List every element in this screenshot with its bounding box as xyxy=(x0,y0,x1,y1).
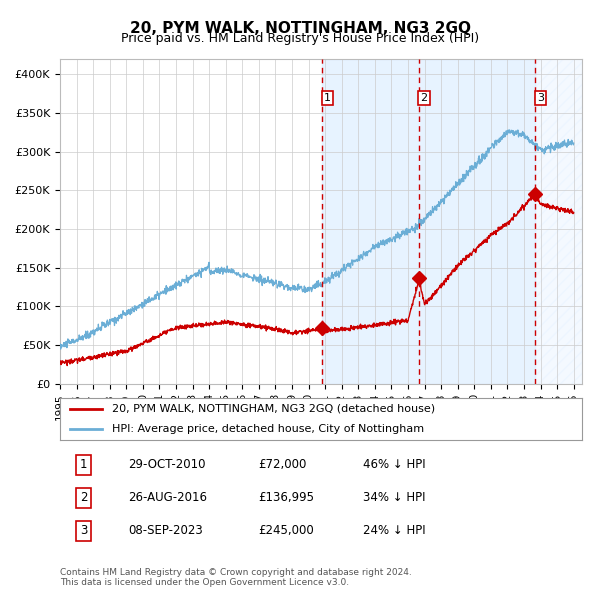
Text: 2: 2 xyxy=(80,491,87,504)
Text: 24% ↓ HPI: 24% ↓ HPI xyxy=(363,525,425,537)
Text: 46% ↓ HPI: 46% ↓ HPI xyxy=(363,458,425,471)
Bar xyxy=(322,59,535,384)
Text: 2: 2 xyxy=(421,93,428,103)
Text: £245,000: £245,000 xyxy=(259,525,314,537)
Text: 3: 3 xyxy=(80,525,87,537)
Text: 34% ↓ HPI: 34% ↓ HPI xyxy=(363,491,425,504)
Text: Price paid vs. HM Land Registry's House Price Index (HPI): Price paid vs. HM Land Registry's House … xyxy=(121,32,479,45)
Text: 26-AUG-2016: 26-AUG-2016 xyxy=(128,491,207,504)
Text: £136,995: £136,995 xyxy=(259,491,314,504)
Text: HPI: Average price, detached house, City of Nottingham: HPI: Average price, detached house, City… xyxy=(112,424,424,434)
Text: 20, PYM WALK, NOTTINGHAM, NG3 2GQ (detached house): 20, PYM WALK, NOTTINGHAM, NG3 2GQ (detac… xyxy=(112,404,436,414)
Bar xyxy=(535,59,582,384)
Text: Contains HM Land Registry data © Crown copyright and database right 2024.
This d: Contains HM Land Registry data © Crown c… xyxy=(60,568,412,587)
Text: 08-SEP-2023: 08-SEP-2023 xyxy=(128,525,203,537)
Text: 3: 3 xyxy=(537,93,544,103)
Text: 1: 1 xyxy=(80,458,87,471)
Text: 29-OCT-2010: 29-OCT-2010 xyxy=(128,458,205,471)
Text: £72,000: £72,000 xyxy=(259,458,307,471)
Text: 1: 1 xyxy=(324,93,331,103)
Text: 20, PYM WALK, NOTTINGHAM, NG3 2GQ: 20, PYM WALK, NOTTINGHAM, NG3 2GQ xyxy=(130,21,470,35)
